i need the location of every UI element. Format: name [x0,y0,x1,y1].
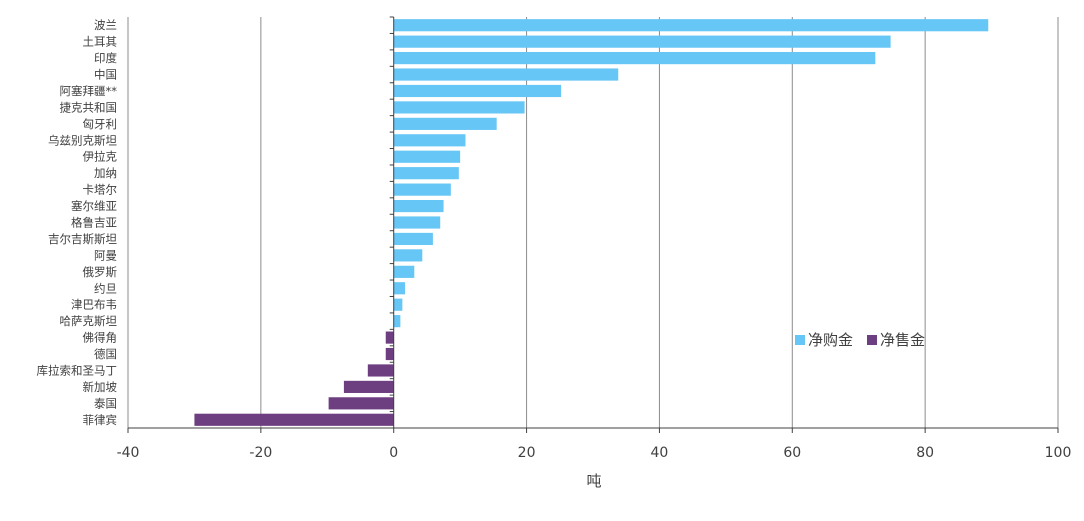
x-tick-label: 80 [916,445,934,461]
x-tick-label: 100 [1045,445,1072,461]
bar-21 [385,347,394,361]
category-label: 佛得角 [83,331,118,345]
bar-4 [393,68,619,81]
bar-17 [393,282,406,295]
category-label: 泰国 [94,396,117,410]
category-label: 卡塔尔 [83,183,118,197]
x-tick-label: -20 [249,445,272,461]
x-tick-label: -40 [117,445,140,461]
bar-18 [393,298,403,311]
bar-25 [194,413,394,426]
category-label: 库拉索和圣马丁 [37,363,118,377]
category-label: 波兰 [94,18,117,32]
bar-12 [393,199,444,213]
category-label: 格鲁吉亚 [71,216,117,230]
x-tick-label: 0 [389,445,398,461]
bar-1 [393,19,989,32]
x-tick-label: 20 [518,445,536,461]
legend-swatch [867,335,877,345]
category-label: 乌兹别克斯坦 [48,133,117,147]
bar-11 [393,183,451,196]
x-tick-label: 60 [783,445,801,461]
bar-6 [393,101,525,114]
x-tick-labels: -40 -20 0 20 40 60 80 100 [117,445,1072,461]
legend-label: 净购金 [808,331,853,349]
bar-5 [393,84,562,98]
legend: 净购金 净售金 [795,331,925,349]
bar-22 [367,364,394,377]
bar-23 [343,380,394,393]
category-label: 加纳 [94,166,117,180]
axes [127,16,1059,433]
category-label: 匈牙利 [83,117,118,131]
legend-label: 净售金 [880,331,925,349]
bar-10 [393,167,459,180]
bar-14 [393,232,433,246]
bar-13 [393,216,441,229]
category-label: 津巴布韦 [71,298,117,312]
bar-24 [328,397,394,410]
bar-16 [393,265,415,278]
category-label: 中国 [94,68,117,82]
category-label: 哈萨克斯坦 [60,314,118,328]
bar-19 [393,315,401,328]
bars [194,19,989,426]
category-label: 伊拉克 [83,150,118,164]
bar-15 [393,249,423,262]
category-label: 塞尔维亚 [71,199,117,213]
bar-7 [393,117,497,130]
bar-9 [393,150,461,163]
bar-2 [393,35,891,48]
category-label: 菲律宾 [83,413,118,427]
category-label: 土耳其 [83,35,118,49]
category-label: 新加坡 [83,380,118,394]
bar-3 [393,52,876,65]
x-tick-label: 40 [651,445,669,461]
x-axis-title: 吨 [586,472,601,490]
legend-swatch [795,335,805,345]
category-label: 约旦 [94,281,117,295]
category-label: 捷克共和国 [60,100,118,114]
category-label: 印度 [94,51,117,65]
category-label: 阿塞拜疆** [60,84,118,98]
category-label: 吉尔吉斯斯坦 [48,232,117,246]
bar-20 [385,331,394,344]
bar-8 [393,134,466,147]
category-label: 俄罗斯 [83,265,118,279]
category-label: 阿曼 [94,248,117,262]
category-label: 德国 [94,347,117,361]
